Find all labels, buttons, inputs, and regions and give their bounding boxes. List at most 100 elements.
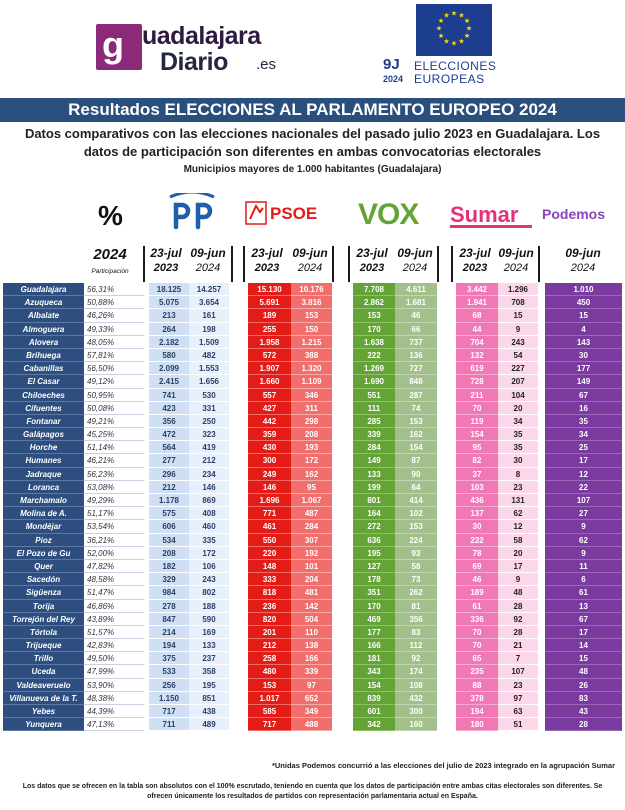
participation-cell: 51,47% — [84, 586, 144, 600]
psoe-2023-cell: 430 — [248, 441, 291, 455]
podemos-logo: Podemos — [540, 204, 620, 224]
podemos-2024-cell: 62 — [545, 533, 622, 547]
table-row: Albalate 46,26% 213 161 189 153 153 46 68 15 15 — [3, 309, 622, 323]
logo-name-bottom: Diario — [160, 48, 228, 76]
vox-2024-cell: 66 — [395, 322, 437, 336]
pp-2023-cell: 580 — [149, 348, 189, 363]
vox-2024-cell: 83 — [395, 625, 437, 640]
participation-cell: 49,21% — [84, 414, 144, 429]
pp-2023-cell: 296 — [149, 467, 189, 481]
pp-2024-cell: 331 — [189, 401, 229, 415]
municipality-cell: Quer — [3, 559, 84, 574]
sumar-2024-cell: 7 — [498, 652, 538, 666]
sumar-2024-cell: 8 — [498, 467, 538, 481]
pp-2023-cell: 208 — [149, 546, 189, 560]
participation-cell: 49,29% — [84, 494, 144, 508]
footer-text: Los datos que se ofrecen en la tabla son… — [22, 783, 603, 800]
page-subtitle: Datos comparativos con las elecciones na… — [24, 126, 601, 159]
sumar-2023-cell: 436 — [456, 494, 498, 508]
vox-2023-cell: 166 — [353, 639, 395, 653]
psoe-2024-cell: 172 — [291, 454, 332, 468]
psoe-2023-cell: 1.907 — [248, 362, 291, 376]
municipality-cell: Loranca — [3, 480, 84, 494]
sumar-2023-cell: 211 — [456, 388, 498, 402]
participation-cell: 36,21% — [84, 533, 144, 547]
sumar-2023-cell: 119 — [456, 414, 498, 429]
sumar-2024-cell: 54 — [498, 348, 538, 363]
table-row: Quer 47,82% 182 106 148 101 127 58 69 17 11 — [3, 559, 622, 574]
sumar-2023-cell: 82 — [456, 454, 498, 468]
municipality-cell: Valdeaveruelo — [3, 678, 84, 692]
psoe-2023-cell: 585 — [248, 705, 291, 719]
vox-2023-cell: 127 — [353, 559, 395, 574]
vox-2023-cell: 339 — [353, 428, 395, 442]
table-row: Azuqueca 50,88% 5.075 3.654 5.691 3.816 2.862 1… — [3, 296, 622, 310]
pp-2024-cell: 408 — [189, 507, 229, 521]
divider — [332, 246, 334, 282]
vox-2024-cell: 300 — [395, 705, 437, 719]
pp-2023-cell: 606 — [149, 520, 189, 534]
psoe-2023-cell: 1.958 — [248, 335, 291, 349]
podemos-2024-cell: 34 — [545, 428, 622, 442]
pp-2024-cell: 1.656 — [189, 375, 229, 389]
vox-2023-cell: 285 — [353, 414, 395, 429]
psoe-2023-cell: 333 — [248, 573, 291, 587]
vox-2023-cell: 149 — [353, 454, 395, 468]
psoe-2024-cell: 1.215 — [291, 335, 332, 349]
table-row: Cabanillas 56,50% 2.099 1.553 1.907 1.320 1.26… — [3, 362, 622, 376]
sumar-2023-cell: 132 — [456, 348, 498, 363]
vox-2024-cell: 848 — [395, 375, 437, 389]
podemos-2024-cell: 1.010 — [545, 283, 622, 297]
pp-2024-cell: 460 — [189, 520, 229, 534]
vox-2024-cell: 136 — [395, 348, 437, 363]
podemos-2024-cell: 67 — [545, 388, 622, 402]
vox-2024-cell: 93 — [395, 546, 437, 560]
election-date: 9J — [383, 56, 400, 73]
psoe-2024-cell: 487 — [291, 507, 332, 521]
svg-text:★: ★ — [451, 40, 457, 48]
svg-text:★: ★ — [438, 17, 444, 25]
psoe-2024-cell: 1.067 — [291, 494, 332, 508]
psoe-2023-cell: 771 — [248, 507, 291, 521]
psoe-2023-cell: 572 — [248, 348, 291, 363]
podemos-2024-cell: 6 — [545, 573, 622, 587]
pp-2024-cell: 482 — [189, 348, 229, 363]
podemos-note: *Unidas Podemos concurrió a las eleccion… — [271, 761, 615, 770]
sumar-2024-cell: 131 — [498, 494, 538, 508]
municipality-cell: Humanes — [3, 454, 84, 468]
pp-2023-cell: 375 — [149, 652, 189, 666]
table-row: Villanueva de la T. 48,38% 1.150 851 1.017 65… — [3, 691, 622, 705]
pp-2023-cell: 256 — [149, 678, 189, 692]
municipality-cell: Yunquera — [3, 718, 84, 732]
vox-2024-cell: 58 — [395, 559, 437, 574]
sumar-2024-cell: 107 — [498, 665, 538, 679]
pp-2024-cell: 335 — [189, 533, 229, 547]
podemos-2024-cell: 17 — [545, 625, 622, 640]
pp-2024-cell: 590 — [189, 612, 229, 626]
pp-2023-cell: 2.099 — [149, 362, 189, 376]
sumar-logo-text: Sumar — [450, 202, 519, 227]
header-year: 2024 — [93, 246, 127, 263]
pp-2024-cell: 172 — [189, 546, 229, 560]
psoe-2024-cell: 142 — [291, 599, 332, 613]
psoe-2023-cell: 550 — [248, 533, 291, 547]
vox-2023-cell: 1.690 — [353, 375, 395, 389]
vox-2023-cell: 351 — [353, 586, 395, 600]
psoe-2024-cell: 504 — [291, 612, 332, 626]
municipality-cell: Torrejón del Rey — [3, 612, 84, 626]
psoe-2024-cell: 1.320 — [291, 362, 332, 376]
psoe-2023-cell: 427 — [248, 401, 291, 415]
vox-2023-cell: 154 — [353, 678, 395, 692]
participation-cell: 57,81% — [84, 348, 144, 363]
header-vox-jun: 09-jun 2024 — [397, 246, 433, 274]
pp-2023-cell: 18.125 — [149, 283, 189, 297]
sumar-2024-cell: 20 — [498, 401, 538, 415]
participation-cell: 53,54% — [84, 520, 144, 534]
psoe-2024-cell: 110 — [291, 625, 332, 640]
psoe-2024-cell: 150 — [291, 322, 332, 336]
municipality-cell: El Pozo de Gu — [3, 546, 84, 560]
psoe-2023-cell: 480 — [248, 665, 291, 679]
divider — [538, 246, 540, 282]
vox-2024-cell: 4.611 — [395, 283, 437, 297]
svg-text:★: ★ — [458, 37, 464, 45]
